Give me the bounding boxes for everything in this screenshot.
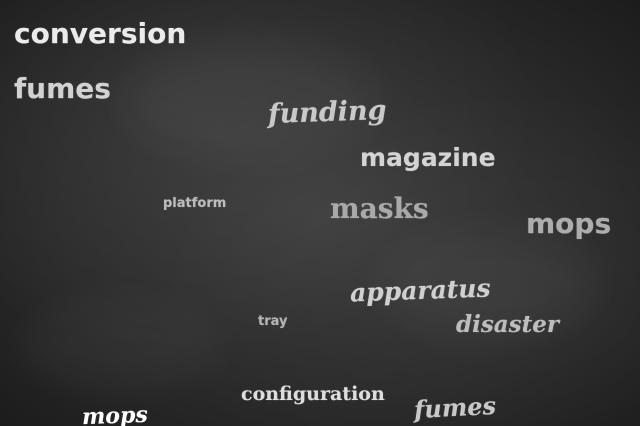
word-magazine: magazine (360, 143, 496, 172)
chalk-smudge (20, 300, 220, 390)
word-masks: masks (330, 192, 429, 225)
word-platform: platform (163, 196, 227, 211)
word-disaster: disaster (456, 311, 559, 338)
word-conversion: conversion (14, 17, 187, 50)
word-tray: tray (258, 314, 288, 329)
word-mops: mops (526, 207, 612, 240)
word-apparatus: apparatus (349, 273, 491, 308)
word-mops: mops (81, 401, 149, 426)
word-fumes: fumes (413, 390, 497, 425)
word-configuration: configuration (241, 383, 385, 405)
word-funding: funding (267, 94, 388, 131)
word-fumes: fumes (14, 72, 111, 105)
